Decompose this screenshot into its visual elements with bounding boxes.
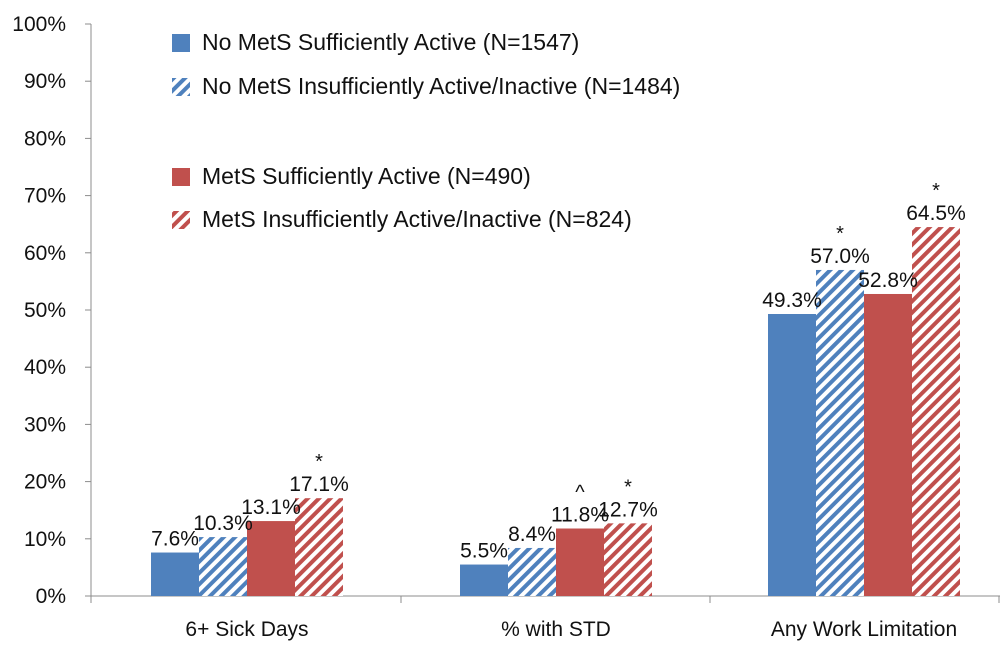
bar xyxy=(556,528,604,596)
legend-swatch xyxy=(172,78,190,96)
data-label: 7.6% xyxy=(151,528,199,551)
bars xyxy=(151,227,960,596)
legend-swatch xyxy=(172,168,190,186)
data-label: 49.3% xyxy=(762,289,822,312)
bar xyxy=(508,547,556,596)
significance-mark: * xyxy=(315,451,323,473)
bar xyxy=(199,537,247,596)
y-tick-label: 40% xyxy=(24,356,66,379)
bar xyxy=(604,523,652,596)
significance-mark: ^ xyxy=(575,482,585,504)
data-label: 64.5% xyxy=(906,202,966,225)
bar xyxy=(864,293,912,596)
significance-mark: * xyxy=(836,223,844,245)
legend-label: No MetS Insufficiently Active/Inactive (… xyxy=(202,73,680,99)
y-tick-label: 50% xyxy=(24,299,66,322)
legend-label: MetS Sufficiently Active (N=490) xyxy=(202,163,531,189)
data-label: 5.5% xyxy=(460,540,508,563)
data-label: 52.8% xyxy=(858,269,918,292)
legend-label: No MetS Sufficiently Active (N=1547) xyxy=(202,29,579,55)
data-label: 57.0% xyxy=(810,245,870,268)
data-label: 8.4% xyxy=(508,523,556,546)
x-category-label: 6+ Sick Days xyxy=(185,618,308,641)
data-label: 10.3% xyxy=(193,512,253,535)
bar xyxy=(151,552,199,596)
y-tick-label: 20% xyxy=(24,471,66,494)
legend-swatch xyxy=(172,211,190,229)
y-tick-label: 70% xyxy=(24,185,66,208)
y-tick-label: 30% xyxy=(24,413,66,436)
data-label: 11.8% xyxy=(551,504,609,527)
legend-swatch xyxy=(172,34,190,52)
data-label: 12.7% xyxy=(598,498,658,521)
x-category-label: Any Work Limitation xyxy=(771,618,957,641)
bar xyxy=(768,314,816,596)
y-tick-label: 100% xyxy=(12,13,66,36)
y-tick-label: 0% xyxy=(36,585,66,608)
significance-mark: * xyxy=(624,476,632,498)
y-tick-label: 80% xyxy=(24,127,66,150)
axes: 0% 10% 20% 30% 40% 50% 60% 70% 80% 90% 100% 6+ Sick… xyxy=(12,13,1000,641)
significance-mark: * xyxy=(932,180,940,202)
y-tick-label: 90% xyxy=(24,70,66,93)
x-category-label: % with STD xyxy=(501,618,611,641)
data-label: 13.1% xyxy=(241,496,301,519)
legend: No MetS Sufficiently Active (N=1547) No M… xyxy=(172,29,680,232)
y-tick-label: 60% xyxy=(24,242,66,265)
bar xyxy=(912,227,960,596)
legend-label: MetS Insufficiently Active/Inactive (N=8… xyxy=(202,206,632,232)
bar xyxy=(816,269,864,596)
bar xyxy=(247,521,295,596)
data-label: 17.1% xyxy=(289,473,349,496)
y-tick-label: 10% xyxy=(24,528,66,551)
bar xyxy=(460,564,508,596)
bar xyxy=(295,498,343,596)
data-labels: 7.6%5.5%49.3%10.3% 8.4%57.0%*13.1% 11.8%^5… xyxy=(151,180,966,562)
